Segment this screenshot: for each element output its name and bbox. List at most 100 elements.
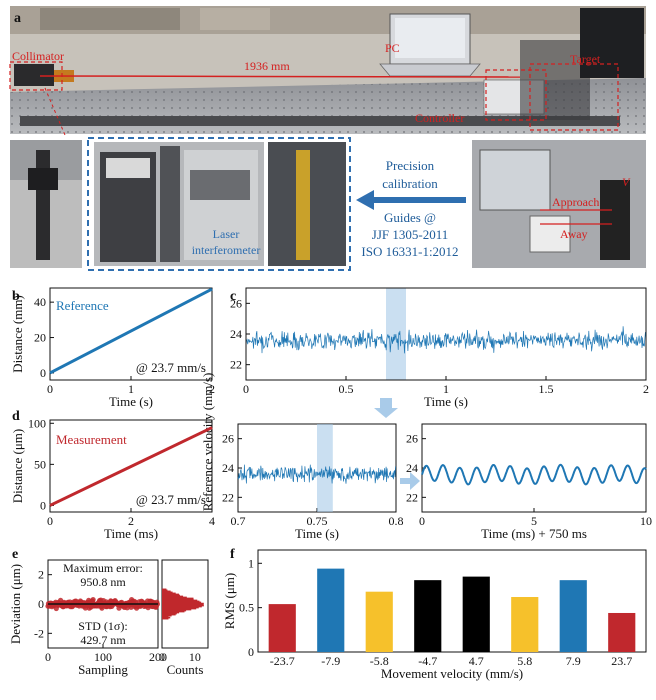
panel-c-zoom2-xtick-label: 0 bbox=[419, 514, 425, 528]
panel-e-ytick-label: 2 bbox=[38, 568, 44, 582]
panel-e-xtick-label: 200 bbox=[149, 650, 167, 664]
panel-d-line bbox=[49, 426, 213, 507]
panel-f-xtick-label: 7.9 bbox=[566, 654, 581, 668]
photo-top-annotations bbox=[9, 61, 619, 136]
panel-c-zoom2-ytick-label: 26 bbox=[406, 432, 418, 446]
panel-f-xtick-label: -23.7 bbox=[270, 654, 295, 668]
guides-label-3: ISO 16331-1:2012 bbox=[361, 244, 458, 259]
panel-f-ytick-label: 0.5 bbox=[239, 601, 254, 615]
panel-d-label: d bbox=[12, 409, 20, 424]
panel-f-xtick-label: -7.9 bbox=[321, 654, 340, 668]
panel-c-zoom2-xtick-label: 10 bbox=[640, 514, 652, 528]
panel-c-border bbox=[245, 287, 647, 381]
calibration-label: calibration bbox=[382, 176, 438, 191]
panel-c-zoom1-xtick-label: 0.75 bbox=[307, 514, 328, 528]
panel-f-frame bbox=[257, 549, 647, 653]
panel-b-ylabel: Distance (mm) bbox=[10, 295, 25, 373]
zoom-right-arrow-icon bbox=[400, 472, 420, 490]
panel-c-zoom1-series bbox=[237, 464, 397, 484]
guides-label-1: Guides @ bbox=[384, 210, 436, 225]
panel-f-bar bbox=[414, 580, 442, 652]
pc-label: PC bbox=[385, 41, 400, 55]
panel-f-xtick-label: 23.7 bbox=[611, 654, 632, 668]
panel-f-xtick-label: 4.7 bbox=[469, 654, 484, 668]
panel-f-xlabel: Movement velocity (mm/s) bbox=[381, 666, 523, 681]
panel-d-legend: Measurement bbox=[56, 432, 127, 447]
target-label: Target bbox=[570, 52, 601, 66]
v-label: V bbox=[622, 175, 631, 189]
panel-c-xtick-label: 1.5 bbox=[539, 382, 554, 396]
panel-b-xtick-label: 1 bbox=[128, 382, 134, 396]
panel-c-zoom2-series bbox=[421, 463, 647, 486]
panel-c-xtick-label: 0.5 bbox=[339, 382, 354, 396]
panel-b-label: b bbox=[12, 289, 20, 304]
panel-c-zoom2-xtick-label: 5 bbox=[531, 514, 537, 528]
panel-e-point bbox=[90, 597, 96, 603]
away-label: Away bbox=[560, 227, 588, 241]
panel-f-ytick-label: 0 bbox=[248, 645, 254, 659]
panel-e-xlabel: Sampling bbox=[78, 662, 128, 677]
rail-stripe bbox=[296, 150, 310, 260]
panel-d-ylabel: Distance (μm) bbox=[10, 429, 25, 503]
panel-e-hist-xtick-label: 10 bbox=[189, 650, 201, 664]
panel-f-bar bbox=[511, 597, 539, 652]
panel-c-xlabel: Time (s) bbox=[424, 394, 468, 409]
panel-d-xtick-label: 0 bbox=[47, 514, 53, 528]
controller-label: Controller bbox=[415, 111, 464, 125]
laser-label-2: interferometer bbox=[192, 243, 261, 257]
collimator-label: Collimator bbox=[12, 49, 64, 63]
panel-c-zoom1-ytick-label: 26 bbox=[222, 432, 234, 446]
panel-c-zoom2-ytick-label: 22 bbox=[406, 490, 418, 504]
panel-f-xtick-label: -5.8 bbox=[370, 654, 389, 668]
panel-e-std-value: 429.7 nm bbox=[80, 633, 126, 647]
calibration-box bbox=[87, 137, 351, 271]
photo-top bbox=[10, 6, 646, 134]
panel-c-zoom1-ytick-label: 24 bbox=[222, 461, 234, 475]
panel-d-ytick-label: 100 bbox=[28, 416, 46, 430]
panel-d-annotation: @ 23.7 mm/s bbox=[136, 492, 206, 507]
panel-e-label: e bbox=[12, 547, 18, 562]
panel-f-bar bbox=[559, 580, 587, 652]
panel-c-zoom1-highlight bbox=[317, 424, 333, 512]
panel-f-ylabel: RMS (μm) bbox=[222, 573, 237, 629]
precision-label: Precision bbox=[386, 158, 435, 173]
panel-f-bar bbox=[317, 568, 345, 652]
panel-c-ytick-label: 24 bbox=[230, 327, 242, 341]
panel-b-annotation: @ 23.7 mm/s bbox=[136, 360, 206, 375]
laser-label-1: Laser bbox=[213, 227, 240, 241]
panel-b-xtick-label: 0 bbox=[47, 382, 53, 396]
panel-e-ytick-label: 0 bbox=[38, 597, 44, 611]
panel-e-max-value: 950.8 nm bbox=[80, 575, 126, 589]
panel-b-ytick-label: 0 bbox=[40, 366, 46, 380]
panel-e-ytick-label: -2 bbox=[34, 626, 44, 640]
panel-f-label: f bbox=[230, 547, 235, 562]
panel-c-zoom1-xtick-label: 0.8 bbox=[389, 514, 404, 528]
approach-label: Approach bbox=[552, 195, 599, 209]
panel-c-zoom1-xlabel: Time (s) bbox=[295, 526, 339, 541]
panel-c-label: c bbox=[230, 289, 236, 304]
panel-c-xtick-label: 0 bbox=[243, 382, 249, 396]
panel-e-ylabel: Deviation (μm) bbox=[8, 564, 23, 644]
panel-c-ytick-label: 22 bbox=[230, 358, 242, 372]
guides-label-2: JJF 1305-2011 bbox=[372, 227, 448, 242]
panel-e-hist-xtick-label: 0 bbox=[159, 650, 165, 664]
panel-c-zoom1-xtick-label: 0.7 bbox=[231, 514, 246, 528]
panel-f-ytick-label: 1 bbox=[248, 556, 254, 570]
panel-c-ytick-label: 26 bbox=[230, 296, 242, 310]
arrow-left-icon bbox=[356, 190, 466, 210]
panel-b-line bbox=[49, 287, 213, 375]
panel-d-ytick-label: 50 bbox=[34, 457, 46, 471]
panel-e-std-label: STD (1σ): bbox=[78, 619, 127, 633]
panel-c-ylabel: Reference velocity (mm/s) bbox=[200, 373, 215, 512]
panel-f-bar bbox=[462, 576, 490, 652]
zoom-down-arrow-icon bbox=[374, 398, 398, 418]
panel-c-xtick-label: 2 bbox=[643, 382, 649, 396]
photo-target-closeup bbox=[472, 140, 646, 268]
panel-e-xtick-label: 100 bbox=[94, 650, 112, 664]
panel-c-zoom2-xlabel: Time (ms) + 750 ms bbox=[481, 526, 587, 541]
panel-b-ytick-label: 20 bbox=[34, 331, 46, 345]
panel-b-legend: Reference bbox=[56, 298, 109, 313]
panel-c-series bbox=[245, 326, 647, 354]
